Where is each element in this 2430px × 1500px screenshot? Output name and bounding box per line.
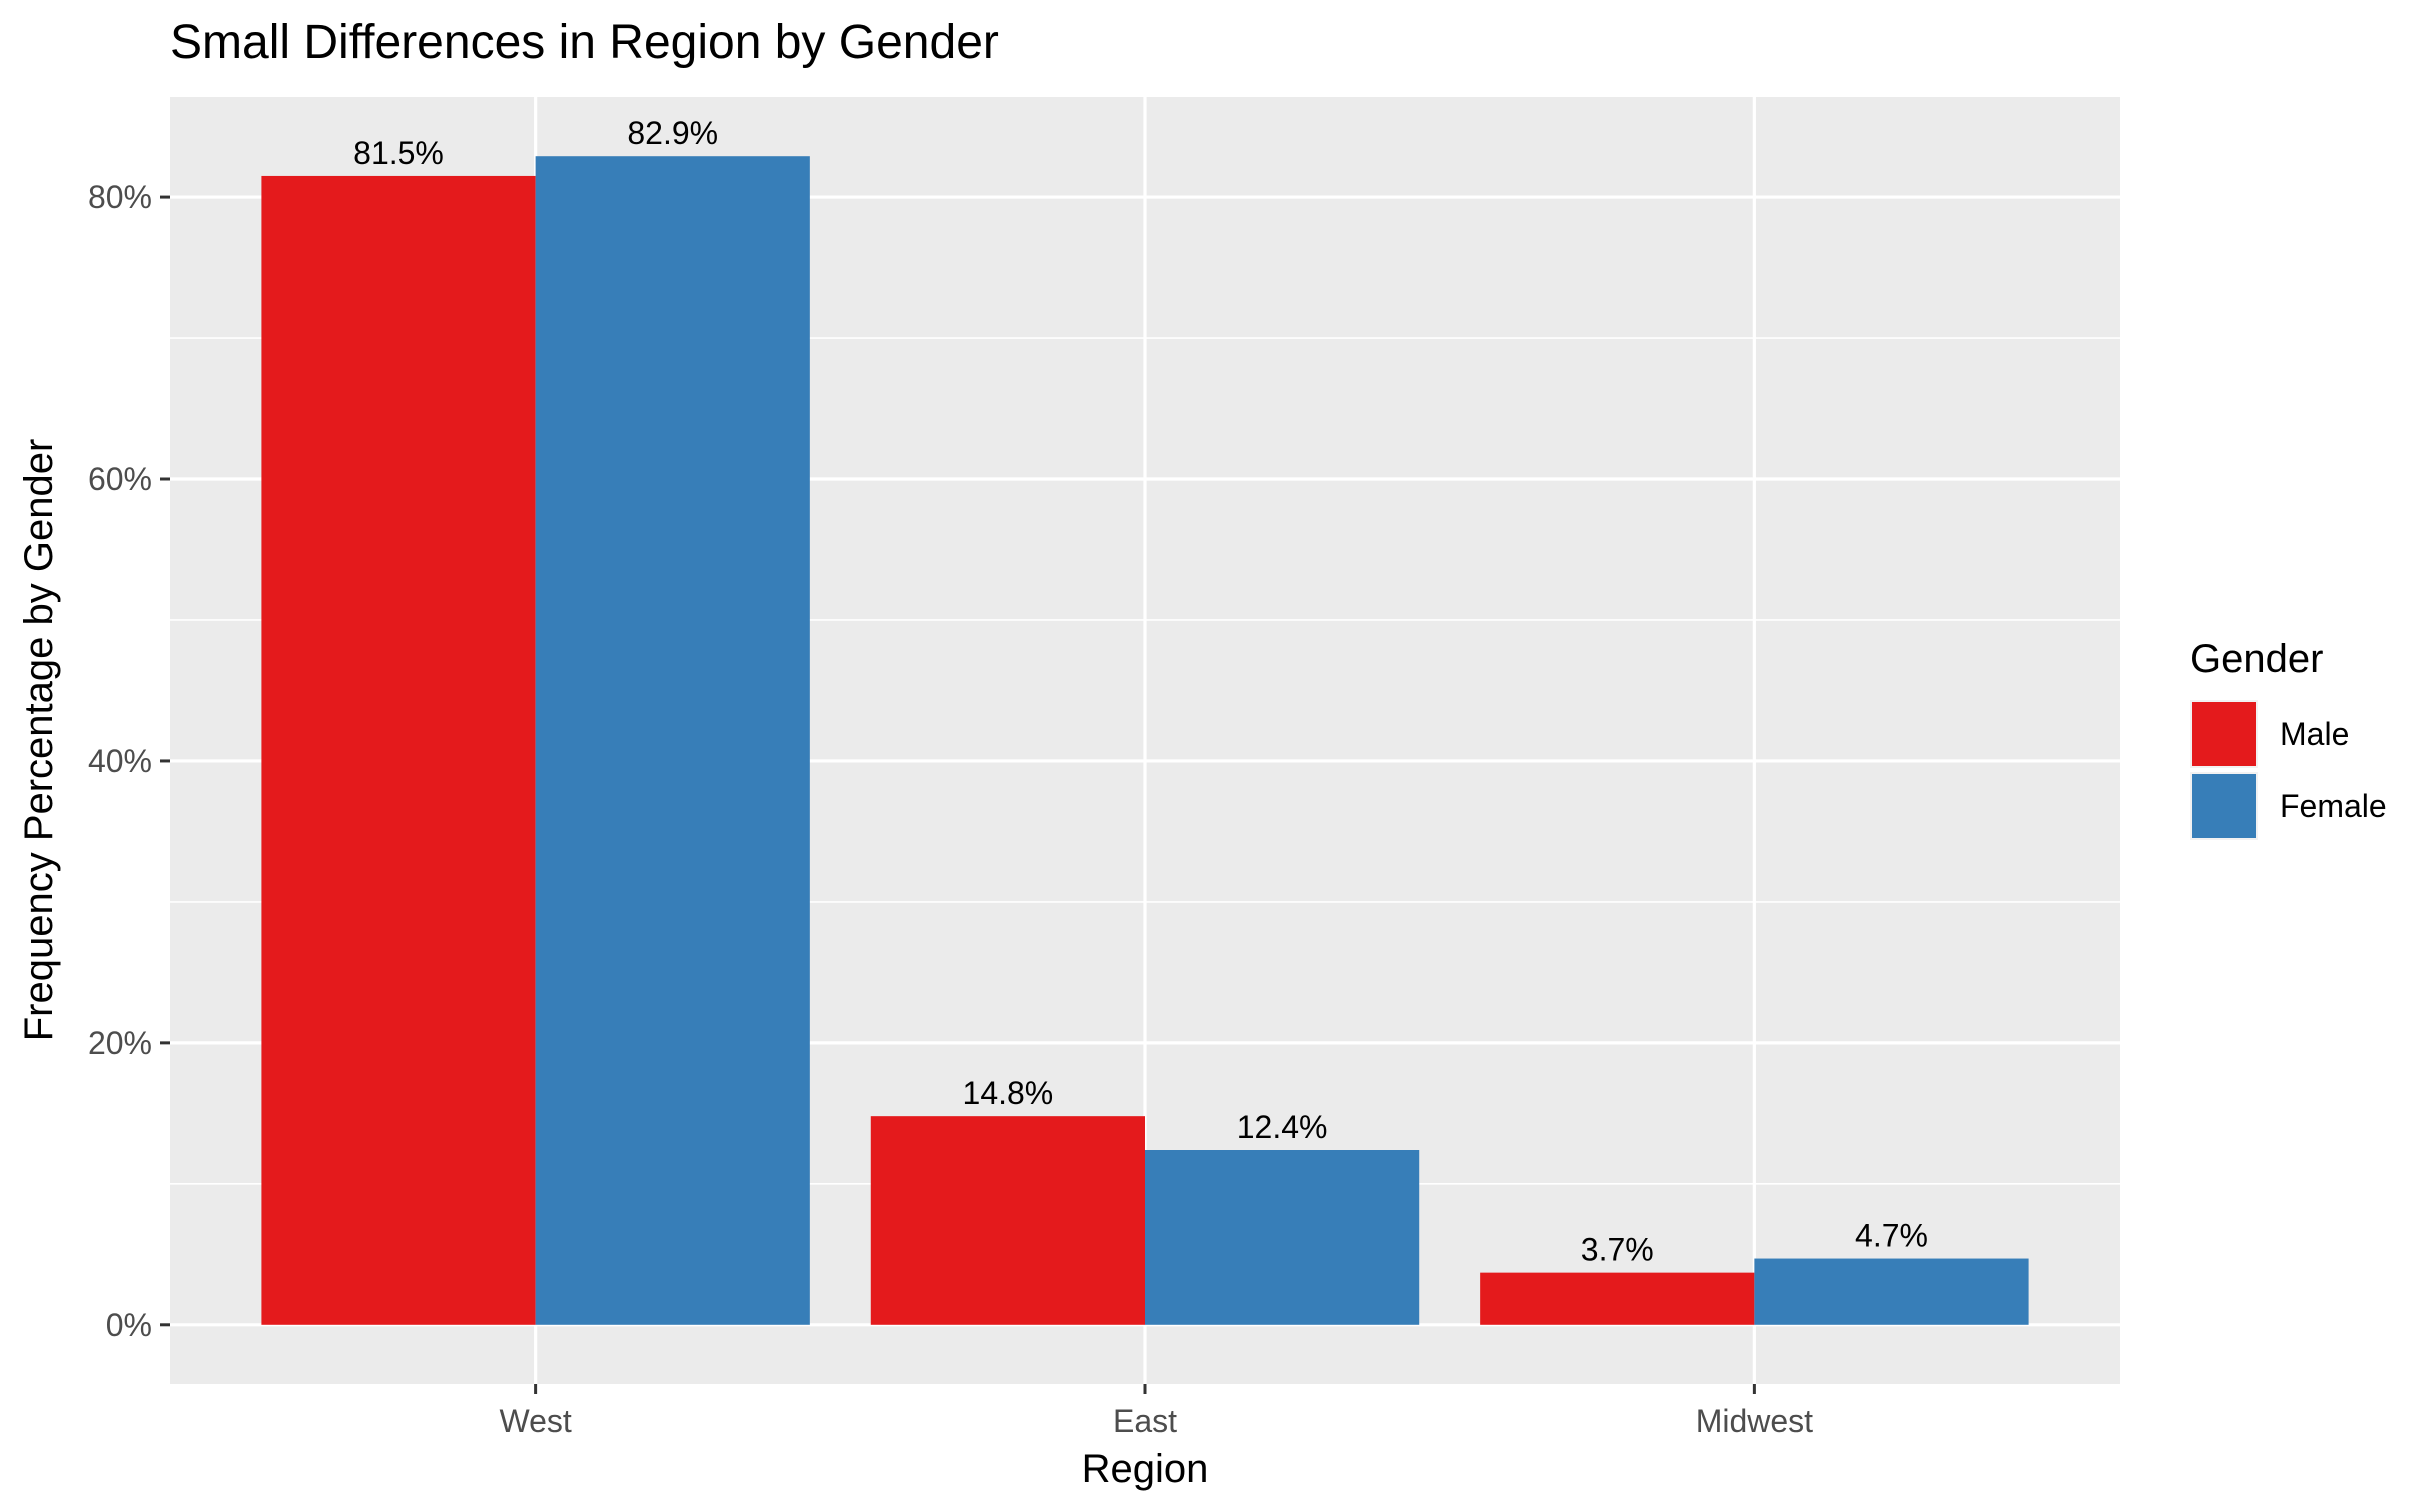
bar-female-midwest [1754,1258,2029,1325]
legend-swatch-female [2192,774,2256,838]
x-tick-label: Midwest [1696,1403,1813,1439]
bar-male-east [870,1116,1145,1325]
bar-value-label: 3.7% [1581,1232,1654,1268]
y-tick-label: 0% [106,1307,152,1343]
legend-title: Gender [2190,637,2323,681]
x-axis-title: Region [1082,1447,1209,1491]
bar-value-label: 12.4% [1237,1109,1328,1145]
bar-female-west [535,156,810,1325]
x-axis: West East Midwest [499,1384,1813,1439]
bar-male-midwest [1480,1272,1755,1325]
y-tick-label: 60% [88,461,152,497]
legend-label-female: Female [2280,788,2387,824]
bar-value-label: 4.7% [1855,1218,1928,1254]
y-tick-label: 20% [88,1025,152,1061]
bar-value-label: 14.8% [963,1075,1054,1111]
bar-labels: 81.5% 14.8% 3.7% 82.9% 12.4% 4.7% [353,115,1928,1267]
y-tick-label: 80% [88,179,152,215]
bar-male-west [261,175,536,1325]
y-axis-title: Frequency Percentage by Gender [17,439,61,1042]
x-tick-label: East [1113,1403,1177,1439]
bars [261,156,2029,1325]
bar-value-label: 81.5% [353,135,444,171]
legend-swatch-male [2192,702,2256,766]
y-axis: 0% 20% 40% 60% 80% [88,179,170,1343]
x-tick-label: West [499,1403,571,1439]
legend: Gender Male Female [2190,637,2387,840]
chart-title: Small Differences in Region by Gender [170,16,999,69]
y-tick-label: 40% [88,743,152,779]
legend-label-male: Male [2280,716,2349,752]
bar-value-label: 82.9% [627,115,718,151]
bar-female-east [1145,1150,1420,1325]
